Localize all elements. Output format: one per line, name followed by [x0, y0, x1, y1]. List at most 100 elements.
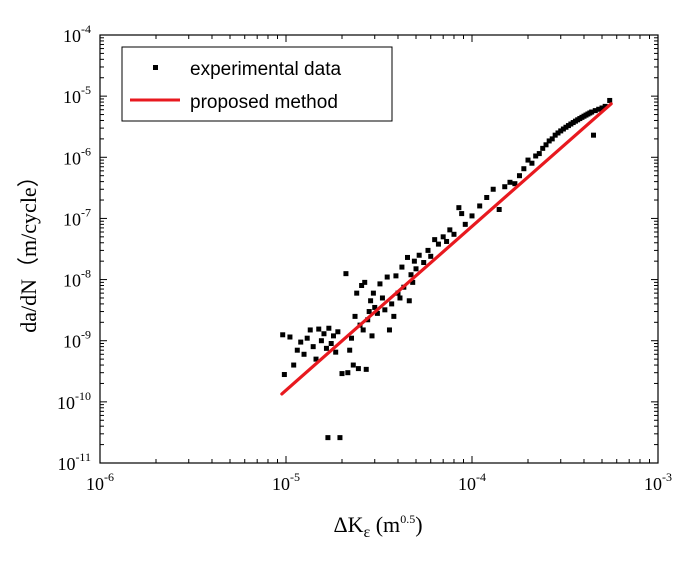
data-point	[304, 335, 310, 341]
legend-label-line: proposed method	[190, 92, 338, 113]
data-point	[369, 333, 375, 339]
data-point	[307, 327, 313, 333]
x-axis-label-unit-close: )	[415, 512, 422, 537]
data-point	[462, 221, 468, 227]
data-point	[298, 339, 304, 345]
data-point	[540, 145, 546, 151]
data-point	[363, 366, 369, 372]
data-point	[335, 329, 341, 335]
data-point	[337, 435, 343, 441]
data-point	[377, 281, 383, 287]
y-tick-label-exp: -10	[75, 389, 91, 403]
data-point	[413, 266, 419, 272]
data-point	[287, 334, 293, 340]
data-point	[379, 295, 385, 301]
y-axis-label: da/dN（m/cycle）	[16, 165, 41, 332]
data-point	[345, 370, 351, 376]
data-point	[347, 347, 353, 353]
data-point	[558, 128, 564, 134]
data-point	[366, 309, 372, 315]
data-point	[521, 166, 527, 172]
data-point	[393, 273, 399, 279]
data-point	[291, 362, 297, 368]
data-point	[516, 173, 522, 179]
x-tick-label-exp: -6	[104, 470, 114, 484]
data-point	[406, 298, 412, 304]
x-axis-label-sub: ε	[364, 524, 371, 541]
data-point	[374, 310, 380, 316]
x-tick-label-base: 10	[458, 474, 476, 494]
data-point	[399, 264, 405, 270]
axis-tick-labels: 10-6 10-5 10-4 10-310-1110-1010-910-810-710…	[57, 22, 672, 494]
data-point	[333, 349, 339, 355]
data-point	[280, 332, 286, 338]
data-point	[339, 371, 345, 377]
y-tick-label-exp: -8	[81, 267, 91, 281]
data-point	[354, 290, 360, 296]
legend-marker-scatter	[153, 65, 158, 70]
data-point	[349, 335, 355, 341]
data-point	[404, 254, 410, 260]
x-tick-label-base: 10	[272, 474, 290, 494]
data-point	[432, 237, 438, 243]
fit-line	[280, 102, 613, 396]
data-point	[281, 372, 287, 378]
x-tick-label-base: 10	[644, 474, 662, 494]
legend: experimental data proposed method	[121, 46, 393, 122]
y-tick-label-base: 10	[63, 87, 81, 107]
data-point	[368, 298, 374, 304]
y-tick-label: 10-9	[63, 328, 91, 352]
data-point	[425, 247, 431, 253]
data-point	[533, 153, 539, 159]
y-tick-label: 10-4	[63, 22, 91, 46]
y-tick-label: 10-5	[63, 83, 91, 107]
data-point	[512, 181, 518, 187]
data-point	[490, 186, 496, 192]
data-point	[325, 435, 331, 441]
plot-marks	[280, 97, 613, 441]
data-point	[590, 132, 596, 138]
data-point	[596, 106, 602, 112]
axis-ticks	[99, 34, 659, 464]
data-point	[444, 238, 450, 244]
data-point	[607, 97, 613, 103]
data-point	[560, 126, 566, 132]
data-point	[328, 341, 334, 347]
data-point	[507, 179, 513, 185]
data-point	[410, 279, 416, 285]
data-point	[543, 142, 549, 148]
data-point	[529, 160, 535, 166]
data-point	[310, 344, 316, 350]
y-tick-label-exp: -4	[81, 22, 91, 36]
data-point	[330, 333, 336, 339]
data-point	[555, 130, 561, 136]
y-tick-label-base: 10	[63, 26, 81, 46]
x-axis-label-unit: (m	[370, 512, 400, 537]
x-tick-label: 10-5	[272, 470, 300, 494]
x-tick-label-exp: -3	[662, 470, 672, 484]
data-point	[502, 184, 508, 190]
data-point	[546, 138, 552, 144]
x-tick-label-exp: -4	[476, 470, 486, 484]
data-point	[343, 271, 349, 277]
data-point	[525, 157, 531, 163]
y-tick-label-base: 10	[57, 393, 75, 413]
data-point	[536, 151, 542, 157]
x-axis-label-unit-exp: 0.5	[400, 512, 415, 526]
data-point	[321, 331, 327, 337]
y-tick-label-exp: -9	[81, 328, 91, 342]
y-tick-label-base: 10	[63, 148, 81, 168]
x-axis-label-main: ΔK	[333, 512, 363, 537]
data-point	[484, 194, 490, 200]
y-tick-label-base: 10	[63, 209, 81, 229]
data-point	[301, 351, 307, 357]
data-point	[456, 205, 462, 211]
data-point	[386, 327, 392, 333]
data-point	[397, 295, 403, 301]
data-point	[313, 356, 319, 362]
data-point	[391, 313, 397, 319]
data-point	[592, 108, 598, 114]
data-point	[370, 290, 376, 296]
y-tick-label-exp: -7	[81, 205, 91, 219]
y-tick-label-exp: -5	[81, 83, 91, 97]
